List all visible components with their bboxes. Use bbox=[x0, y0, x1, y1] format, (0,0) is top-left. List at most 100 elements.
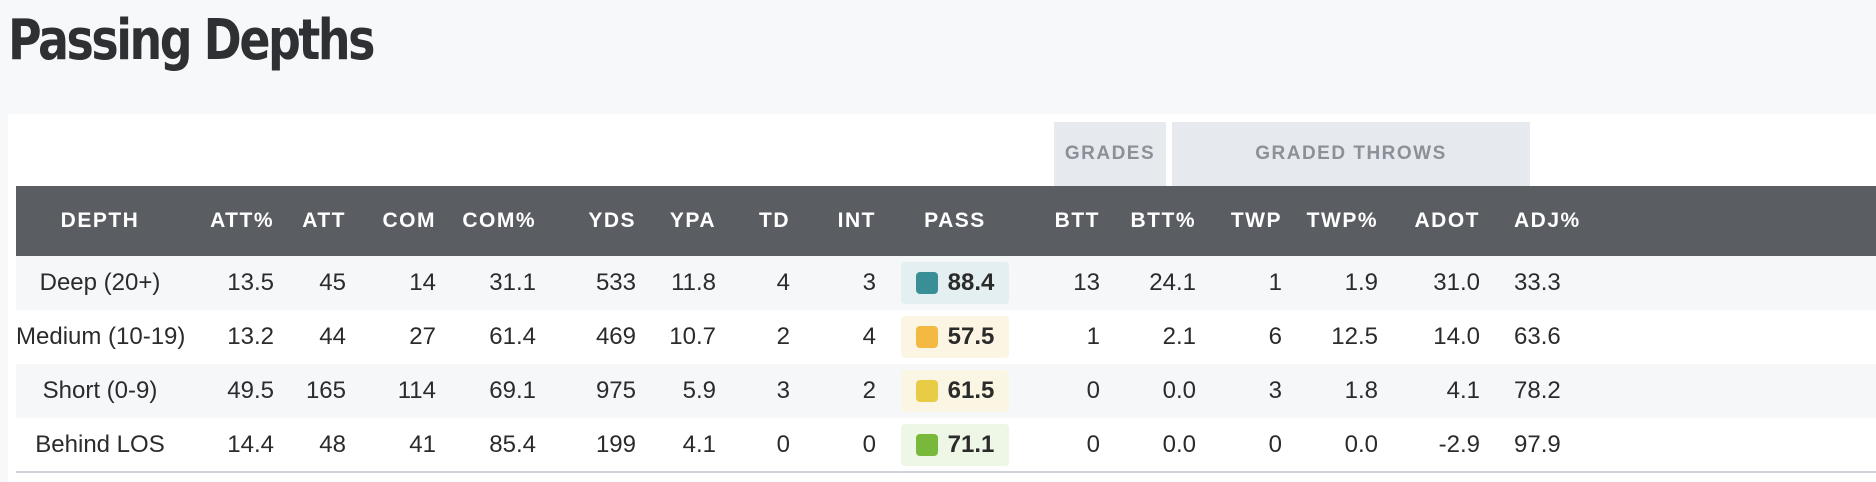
cell-att-pct: 13.5 bbox=[227, 269, 274, 296]
grade-value: 61.5 bbox=[947, 377, 995, 404]
grade-swatch-icon bbox=[915, 272, 938, 294]
cell-yds: 975 bbox=[595, 377, 636, 404]
cell-att-pct: 13.2 bbox=[227, 323, 274, 350]
grade-badge: 88.4 bbox=[901, 262, 1009, 304]
col-header-twp[interactable]: TWP bbox=[1230, 209, 1282, 232]
cell-int: 4 bbox=[862, 323, 876, 350]
cell-com: 41 bbox=[409, 430, 436, 458]
passing-depths-table: DEPTH ATT% ATT COM COM% YDS YPA TD INT P… bbox=[16, 186, 1876, 473]
cell-adj-pct: 33.3 bbox=[1514, 269, 1561, 296]
col-header-twp-pct[interactable]: TWP% bbox=[1306, 209, 1378, 232]
cell-adot: 31.0 bbox=[1433, 269, 1480, 296]
page-title: Passing Depths bbox=[8, 8, 375, 73]
grade-swatch-icon bbox=[915, 380, 938, 402]
cell-pass-grade: 57.5 bbox=[888, 310, 1022, 364]
table-row: Short (0-9) 49.5 165 114 69.1 975 5.9 3 2 61.5 0 0.… bbox=[16, 364, 1876, 418]
cell-com-pct: 31.1 bbox=[489, 269, 536, 296]
col-header-btt-pct[interactable]: BTT% bbox=[1130, 209, 1196, 232]
cell-com-pct: 85.4 bbox=[489, 430, 536, 458]
col-header-btt[interactable]: BTT bbox=[1054, 209, 1100, 232]
cell-com: 27 bbox=[409, 323, 436, 350]
cell-com-pct: 61.4 bbox=[489, 323, 536, 350]
cell-ypa: 11.8 bbox=[671, 269, 716, 296]
cell-btt: 13 bbox=[1073, 269, 1100, 296]
cell-int: 3 bbox=[862, 269, 876, 296]
col-header-depth[interactable]: DEPTH bbox=[60, 209, 140, 232]
col-header-int[interactable]: INT bbox=[837, 209, 876, 232]
col-header-att[interactable]: ATT bbox=[302, 209, 346, 232]
grade-value: 57.5 bbox=[947, 323, 995, 350]
table-row: Behind LOS 14.4 48 41 85.4 199 4.1 0 0 71.1 0 0.0 0 0… bbox=[16, 418, 1876, 472]
cell-btt: 0 bbox=[1086, 377, 1100, 404]
cell-btt-pct: 24.1 bbox=[1149, 269, 1196, 296]
cell-td: 4 bbox=[776, 269, 790, 296]
grade-value: 71.1 bbox=[947, 430, 995, 458]
cell-btt-pct: 0.0 bbox=[1162, 377, 1196, 404]
cell-adot: 14.0 bbox=[1433, 323, 1480, 350]
passing-depths-card: GRADES GRADED THROWS DEPTH ATT% ATT COM … bbox=[8, 114, 1876, 482]
cell-att: 48 bbox=[319, 430, 346, 458]
group-header-graded-throws: GRADED THROWS bbox=[1172, 122, 1530, 186]
cell-adj-pct: 63.6 bbox=[1514, 323, 1561, 350]
cell-att: 45 bbox=[319, 269, 346, 296]
cell-pass-grade: 88.4 bbox=[888, 256, 1022, 310]
cell-td: 2 bbox=[776, 323, 790, 350]
cell-yds: 199 bbox=[595, 430, 636, 458]
col-header-yds[interactable]: YDS bbox=[588, 209, 636, 232]
cell-pass-grade: 61.5 bbox=[888, 364, 1022, 418]
cell-depth: Behind LOS bbox=[35, 430, 165, 458]
cell-adj-pct: 78.2 bbox=[1514, 377, 1561, 404]
col-header-com-pct[interactable]: COM% bbox=[462, 209, 536, 232]
grade-swatch-icon bbox=[915, 326, 938, 348]
cell-twp: 1 bbox=[1268, 269, 1282, 296]
cell-btt-pct: 2.1 bbox=[1162, 323, 1196, 350]
cell-btt: 1 bbox=[1086, 323, 1100, 350]
cell-td: 3 bbox=[776, 377, 790, 404]
grade-badge: 57.5 bbox=[901, 316, 1009, 358]
cell-com-pct: 69.1 bbox=[489, 377, 536, 404]
cell-int: 0 bbox=[862, 430, 876, 458]
cell-pass-grade: 71.1 bbox=[888, 418, 1022, 472]
cell-twp: 0 bbox=[1268, 430, 1282, 458]
cell-twp-pct: 12.5 bbox=[1331, 323, 1378, 350]
cell-com: 114 bbox=[397, 377, 436, 404]
cell-att-pct: 49.5 bbox=[227, 377, 274, 404]
cell-depth: Short (0-9) bbox=[42, 377, 158, 404]
cell-btt: 0 bbox=[1086, 430, 1100, 458]
grade-badge: 61.5 bbox=[901, 370, 1009, 412]
cell-ypa: 10.7 bbox=[669, 323, 716, 350]
col-header-adot[interactable]: ADOT bbox=[1414, 209, 1480, 232]
table-row: Deep (20+) 13.5 45 14 31.1 533 11.8 4 3 88.4 13 24.… bbox=[16, 256, 1876, 310]
cell-adj-pct: 97.9 bbox=[1514, 430, 1561, 458]
table-row: Medium (10-19) 13.2 44 27 61.4 469 10.7 2 4 57.5 1… bbox=[16, 310, 1876, 364]
cell-depth: Medium (10-19) bbox=[16, 323, 186, 350]
cell-adot: 4.1 bbox=[1446, 377, 1480, 404]
cell-yds: 533 bbox=[595, 269, 636, 296]
cell-depth: Deep (20+) bbox=[39, 269, 161, 296]
col-header-att-pct[interactable]: ATT% bbox=[210, 209, 274, 232]
cell-yds: 469 bbox=[595, 323, 636, 350]
col-header-adj-pct[interactable]: ADJ% bbox=[1514, 209, 1581, 232]
grade-badge: 71.1 bbox=[901, 423, 1009, 466]
grade-value: 88.4 bbox=[947, 269, 995, 296]
col-header-ypa[interactable]: YPA bbox=[669, 209, 716, 232]
cell-int: 2 bbox=[862, 377, 876, 404]
cell-twp-pct: 1.8 bbox=[1344, 377, 1378, 404]
table-header-row: DEPTH ATT% ATT COM COM% YDS YPA TD INT P… bbox=[16, 186, 1876, 256]
grade-swatch-icon bbox=[915, 433, 938, 456]
cell-att: 44 bbox=[319, 323, 346, 350]
cell-ypa: 4.1 bbox=[682, 430, 716, 458]
cell-twp: 6 bbox=[1268, 323, 1282, 350]
col-header-td[interactable]: TD bbox=[759, 209, 790, 232]
cell-twp: 3 bbox=[1268, 377, 1282, 404]
cell-twp-pct: 0.0 bbox=[1344, 430, 1378, 458]
cell-twp-pct: 1.9 bbox=[1344, 269, 1378, 296]
cell-btt-pct: 0.0 bbox=[1162, 430, 1196, 458]
cell-com: 14 bbox=[409, 269, 436, 296]
col-header-com[interactable]: COM bbox=[382, 209, 436, 232]
cell-td: 0 bbox=[776, 430, 790, 458]
cell-ypa: 5.9 bbox=[682, 377, 716, 404]
cell-att-pct: 14.4 bbox=[227, 430, 274, 458]
col-header-pass[interactable]: PASS bbox=[924, 209, 986, 232]
cell-att: 165 bbox=[305, 377, 346, 404]
